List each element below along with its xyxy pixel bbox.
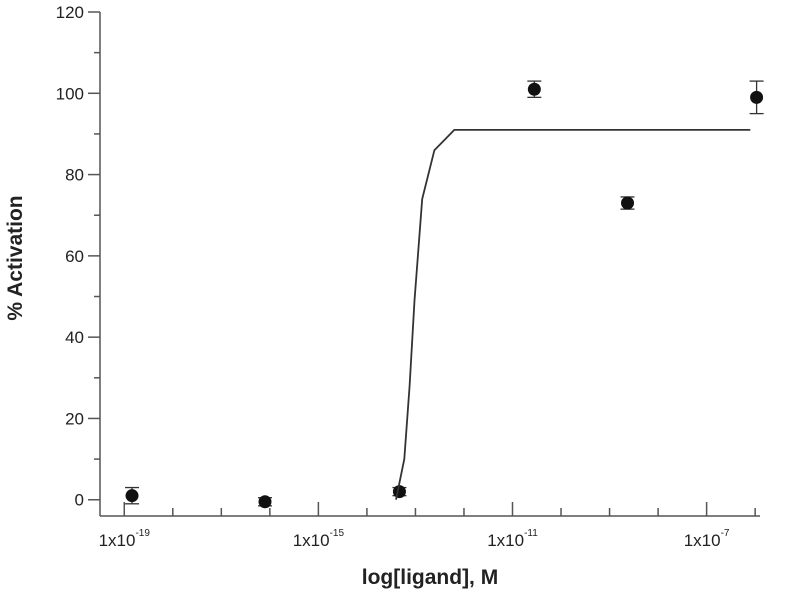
x-tick-exponent: -11 — [524, 528, 538, 539]
fit-curve — [395, 129, 751, 500]
x-tick-label: 1x10-11 — [487, 528, 538, 550]
x-tick-exponent: -15 — [330, 528, 345, 539]
y-tick-label: 100 — [56, 84, 84, 103]
x-tick-label: 1x10-15 — [293, 528, 345, 550]
y-tick-label: 120 — [56, 3, 84, 22]
data-point — [750, 90, 764, 104]
y-tick-label: 40 — [65, 328, 84, 347]
x-tick-base: 1x10 — [99, 531, 136, 550]
y-axis-title: % Activation — [4, 195, 27, 320]
x-tick-label: 1x10-7 — [684, 528, 730, 550]
x-tick-base: 1x10 — [487, 531, 524, 550]
y-tick-label: 60 — [65, 247, 84, 266]
y-tick-label: 20 — [65, 409, 84, 428]
x-tick-base: 1x10 — [684, 531, 721, 550]
x-tick-exponent: -7 — [721, 528, 730, 539]
x-axis-title: log[ligand], M — [362, 566, 498, 589]
data-point — [621, 196, 635, 210]
data-point — [258, 495, 272, 509]
data-point — [125, 489, 139, 503]
x-tick-base: 1x10 — [293, 531, 330, 550]
x-tick-label: 1x10-19 — [99, 528, 151, 550]
data-point — [527, 82, 541, 96]
y-tick-label: 0 — [75, 491, 84, 510]
y-tick-label: 80 — [65, 166, 84, 185]
x-tick-exponent: -19 — [135, 528, 150, 539]
